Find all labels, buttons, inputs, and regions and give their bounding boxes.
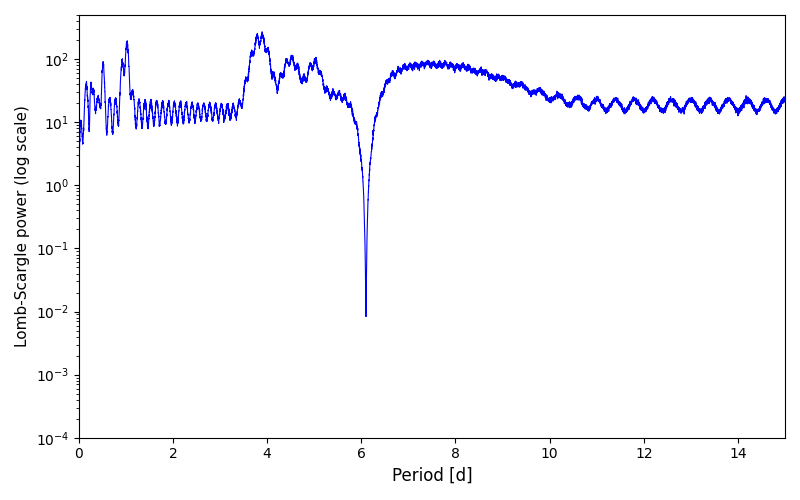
X-axis label: Period [d]: Period [d] — [391, 467, 472, 485]
Y-axis label: Lomb-Scargle power (log scale): Lomb-Scargle power (log scale) — [15, 106, 30, 348]
